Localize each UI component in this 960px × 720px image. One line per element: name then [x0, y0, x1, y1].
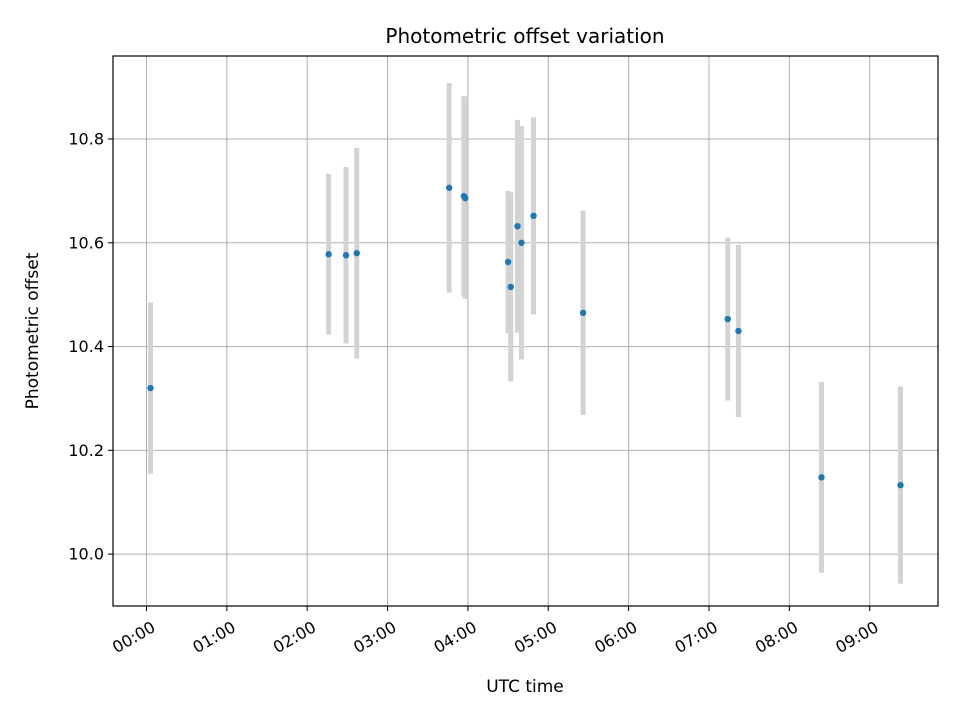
data-point — [735, 327, 742, 335]
data-point — [724, 315, 731, 323]
data-point — [342, 252, 350, 259]
chart-title: Photometric offset variation — [385, 24, 664, 48]
y-axis-ticks: 10.0 10.2 10.4 10.6 10.8 — [68, 130, 113, 564]
data-point — [504, 258, 512, 266]
data-point — [818, 474, 825, 481]
data-point — [530, 212, 537, 220]
x-axis-title: UTC time — [486, 677, 564, 697]
data-point — [147, 384, 154, 392]
plot-frame — [112, 55, 939, 607]
data-point — [445, 184, 453, 191]
data-point — [518, 239, 525, 246]
grid — [113, 56, 938, 606]
data-point — [507, 283, 514, 291]
y-tick-label: 10.0 — [68, 545, 104, 564]
data-point — [325, 251, 332, 258]
y-axis-title: Photometric offset — [23, 252, 43, 409]
y-tick-label: 10.2 — [68, 441, 104, 460]
data-points — [147, 184, 904, 489]
data-point — [514, 222, 521, 230]
data-point — [462, 194, 469, 202]
data-point — [579, 309, 587, 317]
data-point — [353, 249, 360, 257]
y-tick-label: 10.8 — [68, 130, 104, 149]
data-point — [897, 481, 904, 489]
y-tick-label: 10.4 — [68, 337, 104, 356]
y-tick-label: 10.6 — [68, 233, 104, 252]
